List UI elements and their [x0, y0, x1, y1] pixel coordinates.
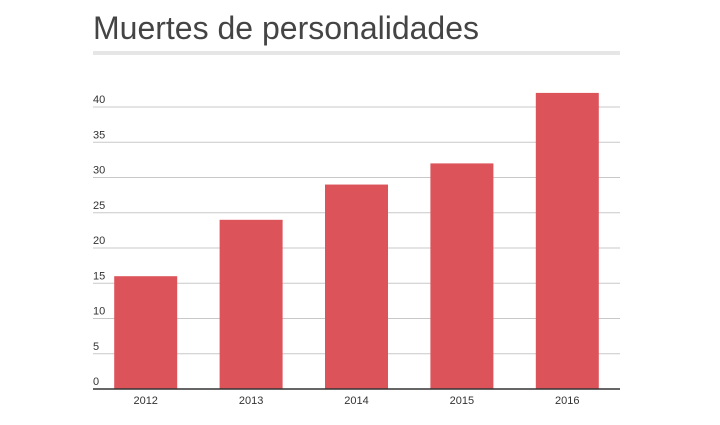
y-tick-label: 40 [93, 94, 105, 106]
y-tick-label: 15 [93, 270, 105, 282]
title-underline [93, 51, 620, 55]
bar [535, 92, 599, 390]
y-tick-label: 10 [93, 306, 105, 318]
chart-title: Muertes de personalidades [93, 10, 480, 46]
y-tick-label: 5 [93, 341, 99, 353]
x-tick-label: 2014 [344, 395, 368, 407]
y-tick-label: 0 [93, 376, 99, 388]
y-tick-label: 25 [93, 200, 105, 212]
y-tick-label: 35 [93, 129, 105, 141]
x-tick-label: 2012 [133, 395, 157, 407]
x-tick-label: 2015 [450, 395, 474, 407]
bar [430, 163, 494, 389]
bar [114, 276, 178, 389]
bar [219, 219, 283, 389]
x-tick-label: 2016 [555, 395, 579, 407]
x-tick-label: 2013 [239, 395, 263, 407]
bar [325, 184, 388, 389]
y-tick-label: 30 [93, 165, 105, 177]
y-tick-label: 20 [93, 235, 105, 247]
